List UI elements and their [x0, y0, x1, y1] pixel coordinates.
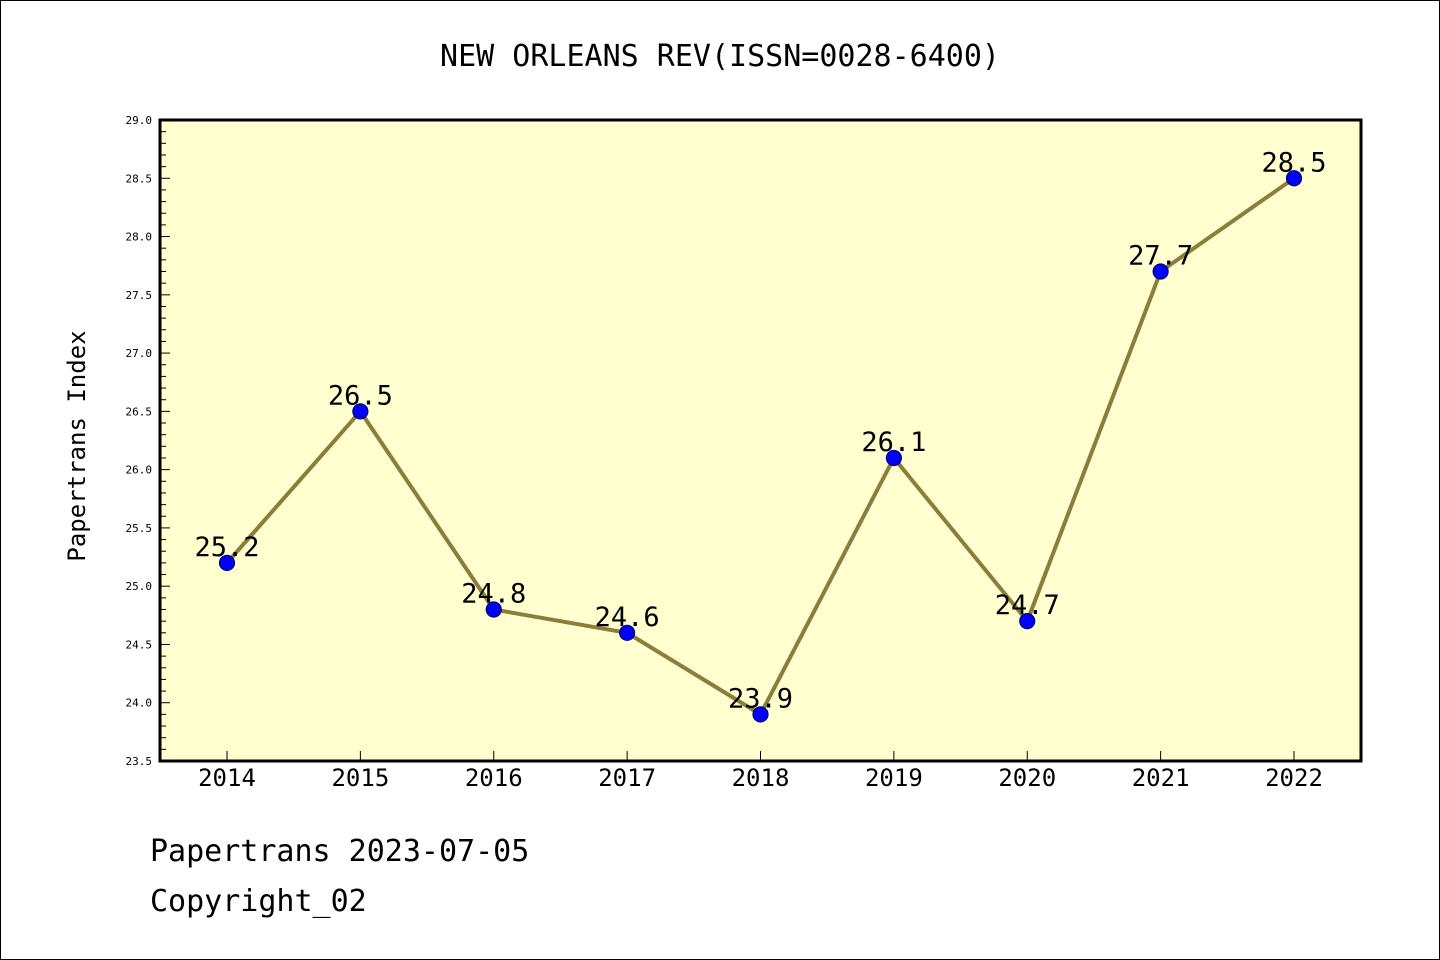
data-point-marker [752, 706, 769, 723]
data-point-marker [352, 403, 369, 420]
y-tick-label: 27.5 [126, 289, 153, 302]
x-tick-label: 2015 [331, 764, 389, 792]
y-axis-label: Papertrans Index [63, 330, 91, 561]
x-tick-label: 2018 [732, 764, 790, 792]
data-point-marker [485, 601, 502, 618]
x-tick-label: 2020 [998, 764, 1056, 792]
x-tick-label: 2014 [198, 764, 256, 792]
y-tick-label: 28.5 [126, 172, 153, 185]
data-point-marker [1152, 263, 1169, 280]
data-point-marker [1019, 613, 1036, 630]
x-tick-label: 2019 [865, 764, 923, 792]
data-point-marker [885, 449, 902, 467]
x-tick-label: 2017 [598, 764, 656, 792]
data-point-marker [218, 554, 236, 571]
x-axis-tick-labels: 2014 2015 2016 2017 2018 2019 2020 2021 2022 [198, 764, 1323, 792]
y-tick-label: 23.5 [126, 755, 153, 768]
y-tick-label: 27.0 [126, 347, 153, 360]
x-tick-label: 2016 [465, 764, 523, 792]
y-tick-label: 28.0 [126, 231, 153, 244]
y-tick-label: 29.0 [126, 114, 153, 127]
plot-area [158, 118, 1363, 763]
data-markers [218, 170, 1303, 723]
footer-date-line: Papertrans 2023-07-05 [150, 834, 530, 869]
x-tick-label: 2021 [1132, 764, 1190, 792]
y-tick-label: 25.5 [126, 522, 153, 535]
x-axis-ticks [226, 751, 1295, 761]
y-axis-tick-labels: 23.5 24.0 24.5 25.0 25.5 26.0 26.5 27.0 27.5 28.0… [126, 114, 153, 768]
data-point-marker [1285, 170, 1303, 187]
y-tick-label: 24.5 [126, 638, 153, 651]
chart-title: NEW ORLEANS REV(ISSN=0028-6400) [440, 39, 1000, 74]
footer-copyright-line: Copyright_02 [150, 884, 367, 919]
y-tick-label: 24.0 [126, 697, 153, 710]
y-tick-label: 25.0 [126, 580, 153, 593]
data-point-marker [619, 624, 636, 641]
y-axis-ticks [160, 119, 170, 762]
y-tick-label: 26.5 [126, 405, 153, 418]
x-tick-label: 2022 [1265, 764, 1323, 792]
y-tick-label: 26.0 [126, 464, 153, 477]
